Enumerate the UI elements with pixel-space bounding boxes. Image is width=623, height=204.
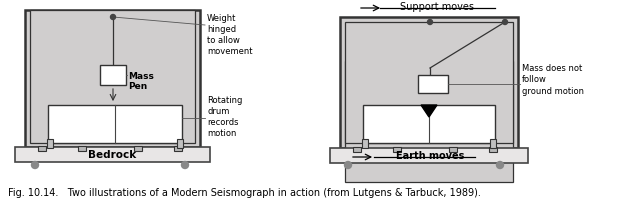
Bar bbox=[30, 10, 195, 143]
Text: Earth moves: Earth moves bbox=[396, 151, 464, 161]
Bar bbox=[25, 10, 200, 147]
Circle shape bbox=[503, 20, 508, 24]
Bar bbox=[345, 61, 513, 182]
Text: Rotating
drum
records
motion: Rotating drum records motion bbox=[207, 96, 242, 138]
Text: Fig. 10.14.   Two illustrations of a Modern Seismograph in action (from Lutgens : Fig. 10.14. Two illustrations of a Moder… bbox=[8, 188, 481, 198]
Bar bbox=[418, 75, 448, 93]
Bar bbox=[100, 65, 126, 85]
Text: Support moves: Support moves bbox=[399, 2, 473, 12]
Bar bbox=[330, 148, 528, 163]
Polygon shape bbox=[421, 105, 437, 117]
Text: Weight
hinged
to allow
movement: Weight hinged to allow movement bbox=[207, 14, 252, 56]
Bar bbox=[490, 139, 496, 148]
Circle shape bbox=[345, 162, 351, 169]
Bar bbox=[340, 17, 518, 148]
Bar bbox=[47, 139, 53, 148]
Bar bbox=[489, 147, 497, 152]
Bar bbox=[38, 146, 46, 151]
Circle shape bbox=[427, 20, 432, 24]
Bar bbox=[363, 105, 495, 143]
Circle shape bbox=[32, 162, 39, 169]
Bar bbox=[449, 147, 457, 152]
Text: Mass
Pen: Mass Pen bbox=[128, 72, 154, 91]
Bar bbox=[15, 147, 210, 162]
Bar bbox=[177, 139, 183, 148]
Bar bbox=[78, 146, 86, 151]
Bar bbox=[345, 22, 513, 143]
Bar bbox=[134, 146, 142, 151]
Bar bbox=[353, 147, 361, 152]
Circle shape bbox=[181, 162, 189, 169]
Bar bbox=[174, 146, 182, 151]
Text: Mass does not
follow
ground motion: Mass does not follow ground motion bbox=[522, 64, 584, 96]
Bar bbox=[48, 105, 182, 143]
Bar bbox=[362, 139, 368, 148]
Bar bbox=[393, 147, 401, 152]
Circle shape bbox=[110, 14, 115, 20]
Text: Bedrock: Bedrock bbox=[88, 150, 136, 160]
Circle shape bbox=[497, 162, 503, 169]
